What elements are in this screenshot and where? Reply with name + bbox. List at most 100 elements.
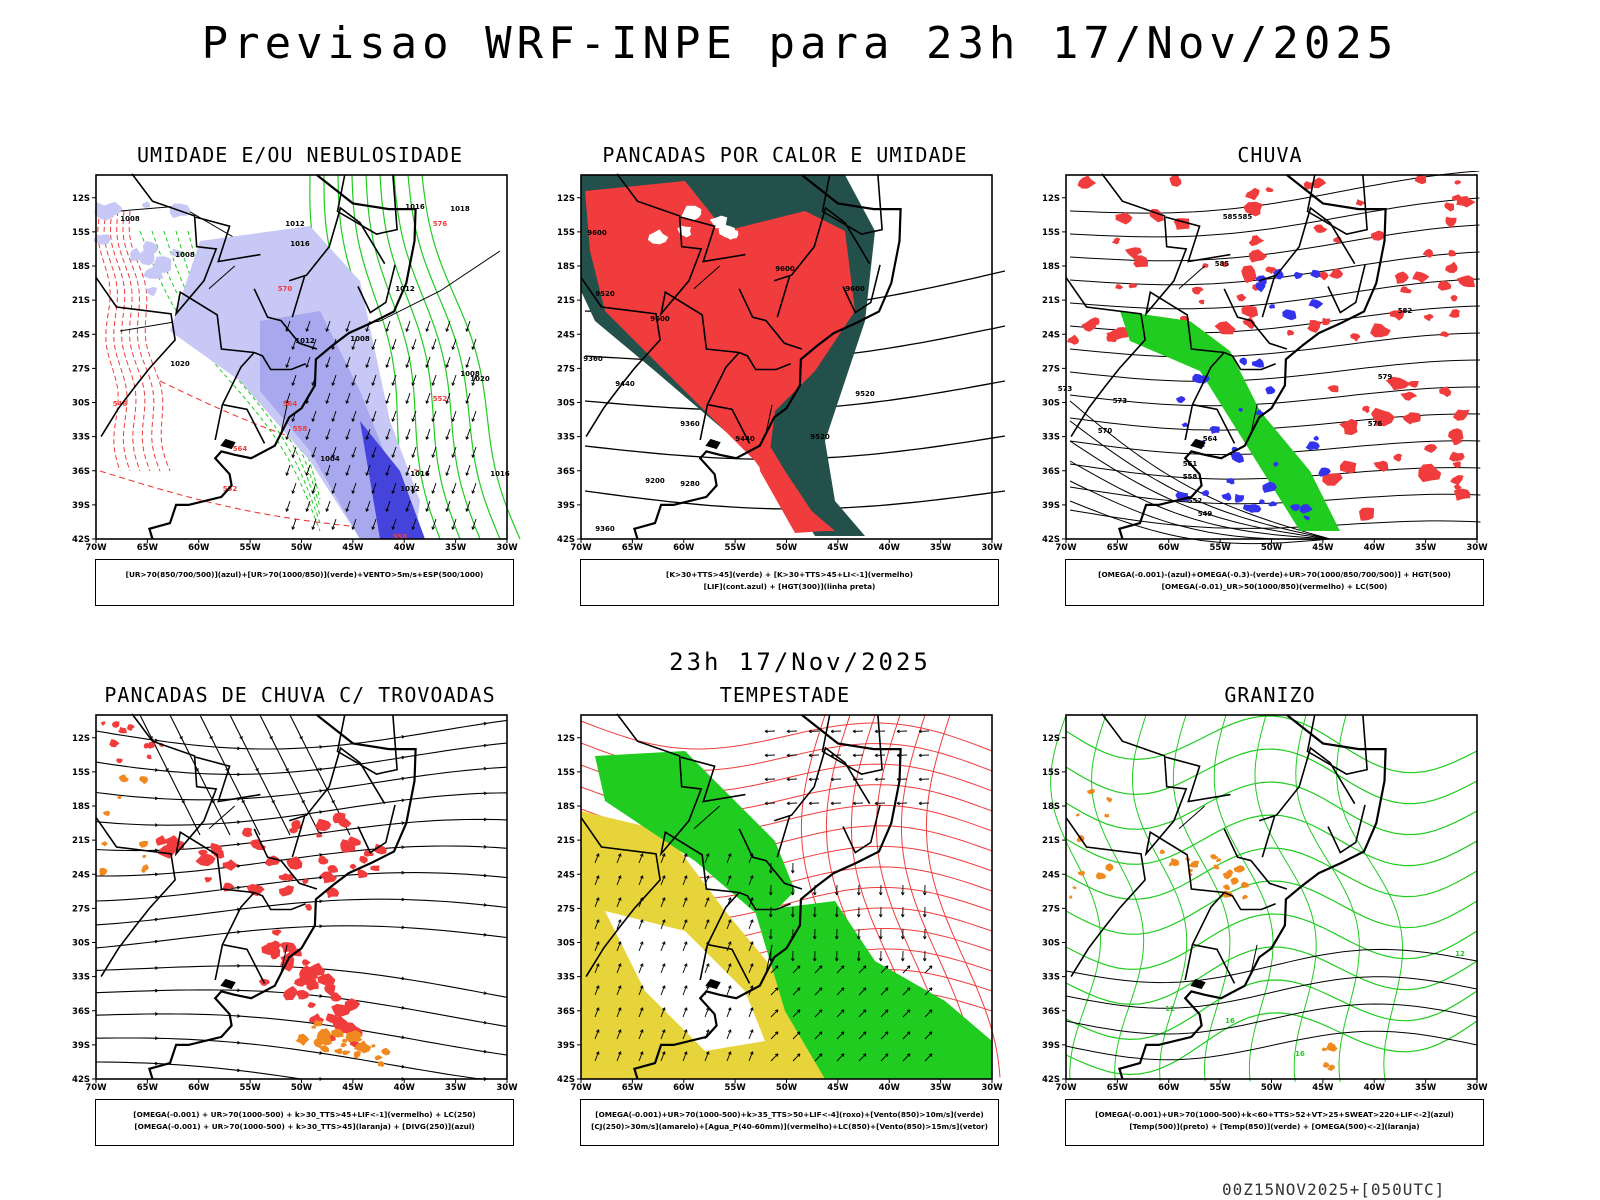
contour-label: 573 xyxy=(1058,385,1073,393)
weak-omega-cell xyxy=(1303,515,1311,521)
streamline-arrow xyxy=(483,743,487,748)
wind-vector xyxy=(596,941,600,945)
rain-cell xyxy=(1243,201,1263,217)
wind-vector xyxy=(431,418,435,422)
panel-title: PANCADAS POR CALOR E UMIDADE xyxy=(602,143,968,167)
wind-vector xyxy=(432,338,437,350)
streamline-arrow xyxy=(401,897,405,902)
rain-cell xyxy=(1245,187,1260,201)
streamline-arrow xyxy=(483,791,487,796)
rain-cell xyxy=(1412,271,1430,283)
geopotential-contour xyxy=(1069,359,1481,382)
state-border xyxy=(253,828,318,890)
wind-vector xyxy=(371,526,375,530)
wind-vector xyxy=(792,1009,801,1018)
wind-vector xyxy=(924,987,933,996)
wind-vector xyxy=(425,364,429,368)
state-border xyxy=(1193,944,1236,984)
wind-vector xyxy=(814,1031,823,1040)
wind-vector xyxy=(774,987,779,991)
wind-vector xyxy=(431,526,435,530)
wind-vector xyxy=(386,428,391,440)
lon-label: 30W xyxy=(1466,1083,1488,1093)
contour-label: 9280 xyxy=(680,480,700,488)
contour-label: 16 xyxy=(1295,1050,1305,1058)
wind-vector xyxy=(660,941,666,952)
wind-vector xyxy=(750,897,754,901)
wind-vector xyxy=(405,508,409,512)
wind-vector xyxy=(345,400,349,404)
wind-vector xyxy=(928,965,933,969)
thunderstorm-cell xyxy=(319,871,338,884)
lon-label: 50W xyxy=(776,1083,798,1093)
shading-layer xyxy=(93,201,425,539)
contour-label: 549 xyxy=(1198,510,1213,518)
rain-cell xyxy=(1370,323,1391,338)
rain-cell xyxy=(1424,444,1438,453)
wind-vector xyxy=(451,526,455,530)
wind-vector xyxy=(862,987,867,991)
state-border xyxy=(1101,713,1225,894)
wind-vector xyxy=(728,941,732,945)
contour-label: 9360 xyxy=(680,420,700,428)
wind-vector xyxy=(352,410,357,422)
wind-vector xyxy=(285,400,289,404)
lon-label: 70W xyxy=(85,543,107,553)
wind-vector xyxy=(391,526,395,530)
wind-vector xyxy=(638,853,644,864)
wind-vector xyxy=(640,1007,644,1011)
lat-label: 30S xyxy=(72,399,90,409)
wind-vector xyxy=(306,464,311,476)
lon-label: 45W xyxy=(342,543,364,553)
wind-vector xyxy=(346,428,351,440)
lon-label: 65W xyxy=(622,1083,644,1093)
wind-vector xyxy=(406,428,411,440)
weak-omega-cell xyxy=(1247,504,1262,513)
wind-vector xyxy=(768,936,773,940)
state-border xyxy=(195,216,261,263)
wind-vector xyxy=(332,374,337,386)
wind-vector xyxy=(880,1053,889,1062)
lon-label: 50W xyxy=(291,1083,313,1093)
temp-850-contour xyxy=(1295,714,1360,1082)
wind-vector xyxy=(862,1009,867,1013)
contour-label: 9200 xyxy=(645,477,665,485)
contour-label: 9440 xyxy=(735,435,755,443)
state-border xyxy=(1193,404,1236,444)
wind-vector xyxy=(834,936,839,940)
wind-vector xyxy=(918,753,922,758)
contour-label: 9600 xyxy=(775,265,795,273)
lat-label: 15S xyxy=(1042,228,1060,238)
wind-vector xyxy=(706,919,710,923)
wind-vector xyxy=(878,958,883,962)
lat-label: 12S xyxy=(557,194,575,204)
geopotential-contour xyxy=(1069,197,1480,238)
wind-vector xyxy=(465,436,469,440)
thunderstorm-cell xyxy=(359,855,368,864)
state-border xyxy=(357,804,396,854)
geopotential-contour xyxy=(1069,460,1331,540)
thunderstorm-cell xyxy=(316,832,323,838)
rain-cell xyxy=(1133,255,1149,268)
lat-label: 30S xyxy=(1042,399,1060,409)
wind-vector xyxy=(351,526,355,530)
streamline-arrow xyxy=(269,736,273,740)
wind-vector xyxy=(311,418,315,422)
wind-vector xyxy=(411,454,415,458)
streamline-arrow xyxy=(209,736,213,740)
wind-vector xyxy=(706,875,710,879)
wind-vector xyxy=(790,914,795,918)
thunderstorm-cell xyxy=(291,819,303,830)
wind-vector xyxy=(471,418,475,422)
state-border xyxy=(773,746,871,822)
wind-vector xyxy=(616,941,622,952)
river-line xyxy=(1250,404,1258,434)
temp-850-contour xyxy=(1065,979,1478,1041)
streamline xyxy=(95,898,508,926)
lat-label: 18S xyxy=(72,802,90,812)
wind-vector xyxy=(814,987,823,996)
wind-vector xyxy=(446,500,451,512)
